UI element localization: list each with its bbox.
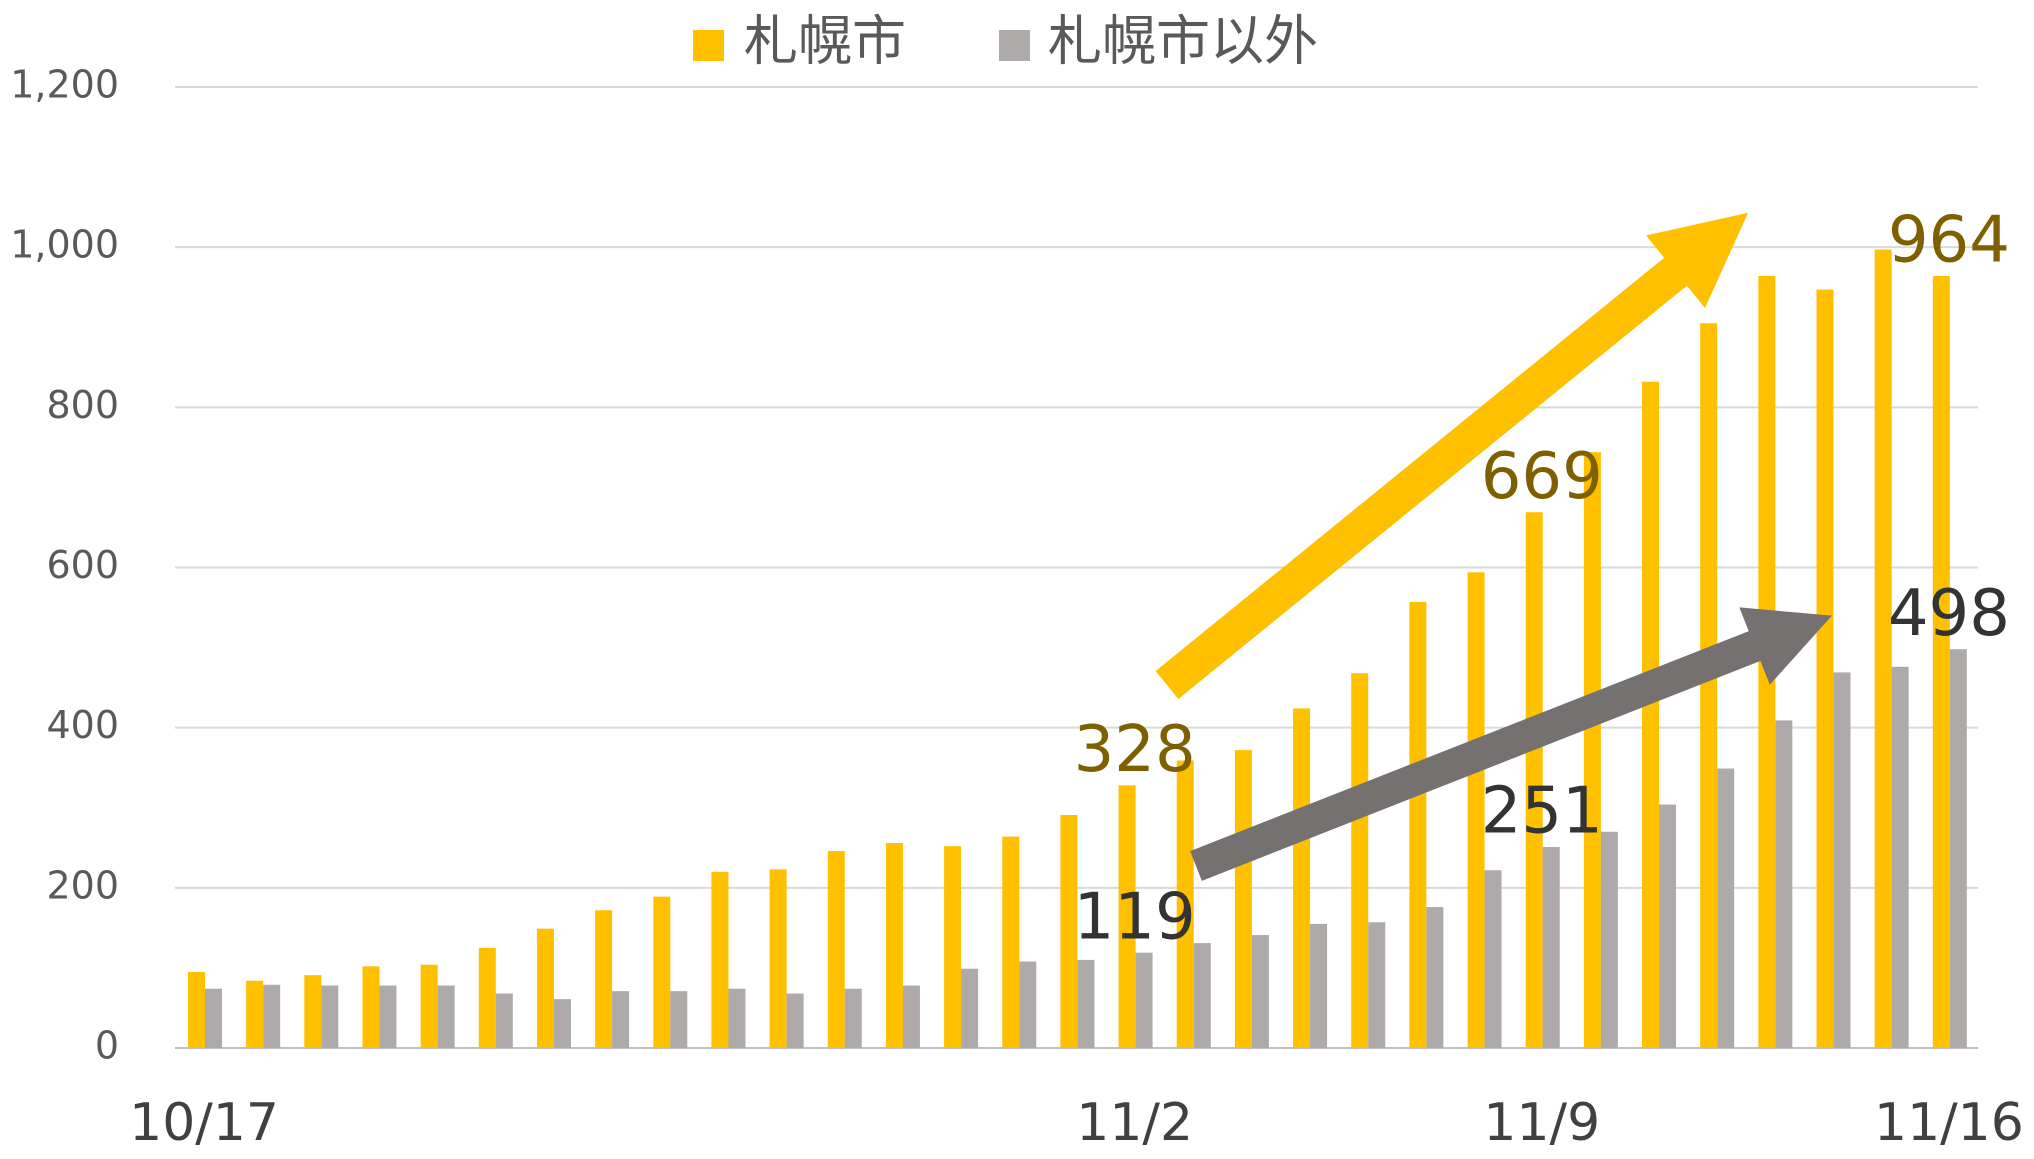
bar — [1583, 452, 1601, 1048]
bar — [1484, 870, 1502, 1048]
bar — [188, 971, 205, 1048]
bar — [1816, 289, 1834, 1048]
bar — [653, 896, 671, 1048]
bar — [1467, 572, 1485, 1048]
bar — [902, 985, 920, 1048]
bar — [1135, 952, 1153, 1048]
bar — [1310, 923, 1328, 1048]
bar — [437, 985, 455, 1048]
bar — [263, 984, 281, 1048]
bar — [1193, 943, 1211, 1048]
trend-arrow — [1155, 212, 1749, 699]
bar — [769, 869, 787, 1048]
bar — [1758, 275, 1776, 1048]
y-tick-label: 1,200 — [10, 63, 119, 107]
bar — [1002, 836, 1020, 1048]
bar — [961, 968, 979, 1048]
bar — [1351, 673, 1369, 1048]
bar — [1717, 768, 1735, 1048]
bar — [1525, 512, 1543, 1048]
bar — [885, 842, 903, 1048]
bar — [1251, 935, 1269, 1048]
bar — [844, 988, 862, 1048]
bar — [1176, 760, 1194, 1048]
bar — [944, 846, 962, 1048]
bar — [1077, 959, 1095, 1048]
trend-arrow — [1190, 607, 1832, 881]
bar — [553, 999, 571, 1048]
bar — [1642, 381, 1660, 1048]
data-labels: 328 119 669 251 964 498 — [1074, 204, 2010, 955]
bar — [1368, 922, 1386, 1048]
bar — [1833, 672, 1851, 1048]
bar — [1874, 249, 1892, 1049]
legend-swatch — [693, 30, 724, 61]
data-label: 119 — [1074, 880, 1196, 954]
bar — [205, 988, 222, 1048]
legend-label: 札幌市以外 — [1048, 10, 1318, 73]
bar — [1659, 804, 1677, 1048]
data-label: 328 — [1074, 713, 1196, 787]
bar — [728, 988, 746, 1048]
bar — [1293, 708, 1311, 1048]
y-tick-label: 400 — [46, 703, 119, 747]
y-tick-label: 0 — [95, 1024, 119, 1068]
y-tick-label: 200 — [46, 863, 119, 907]
bar — [304, 975, 322, 1048]
data-label: 498 — [1888, 577, 2010, 651]
bar — [321, 985, 339, 1048]
bar — [1600, 831, 1618, 1048]
bar — [1426, 907, 1444, 1048]
x-tick-label: 11/16 — [1874, 1093, 2024, 1153]
bar — [478, 947, 496, 1048]
bar — [379, 985, 397, 1048]
bar — [1932, 275, 1950, 1048]
bar — [246, 980, 264, 1048]
x-tick-label: 11/9 — [1483, 1093, 1600, 1153]
bar — [495, 993, 513, 1048]
y-tick-label: 600 — [46, 543, 119, 587]
bar — [420, 964, 438, 1048]
bar — [1409, 601, 1427, 1048]
y-tick-label: 1,000 — [10, 223, 119, 267]
bar — [362, 966, 380, 1048]
bar — [1949, 649, 1967, 1048]
bar — [1542, 846, 1560, 1048]
data-label: 669 — [1481, 440, 1603, 514]
bar — [1019, 961, 1037, 1048]
bar — [595, 910, 613, 1048]
bar — [1700, 323, 1718, 1048]
data-label: 964 — [1888, 204, 2010, 278]
x-tick-label: 11/2 — [1076, 1093, 1193, 1153]
bar — [1775, 720, 1793, 1048]
legend-swatch — [999, 30, 1030, 61]
x-tick-label: 10/17 — [129, 1093, 279, 1153]
bar — [1060, 814, 1078, 1048]
plot: 0 200 400 600 800 1,000 1,200 10/17 11/2 11/9 11/1… — [10, 63, 2024, 1154]
bar — [670, 991, 688, 1048]
bar — [612, 991, 630, 1048]
bar — [536, 928, 554, 1048]
legend-label: 札幌市 — [744, 10, 906, 73]
y-tick-label: 800 — [46, 383, 119, 427]
bar — [711, 871, 729, 1048]
bar — [1118, 785, 1136, 1048]
bar — [1234, 750, 1252, 1048]
bar — [1891, 666, 1909, 1048]
bar — [827, 850, 845, 1048]
bar — [786, 993, 804, 1048]
data-label: 251 — [1481, 775, 1603, 849]
